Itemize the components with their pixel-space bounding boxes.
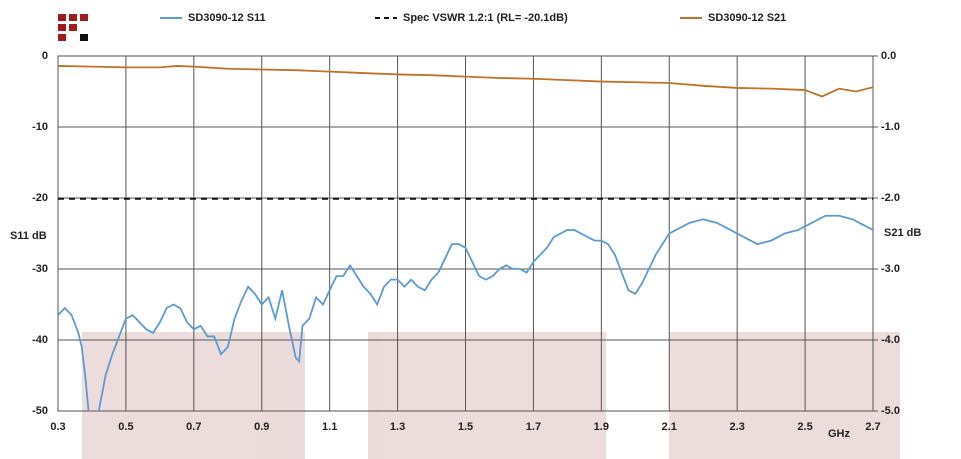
- y-tick-label: -20: [32, 192, 48, 204]
- band: [669, 332, 900, 459]
- y2-tick-label: -1.0: [881, 121, 900, 133]
- x-tick-label: 2.5: [797, 421, 812, 433]
- x-axis-label: GHz: [828, 428, 851, 440]
- series-line: [58, 214, 873, 411]
- band-shading: [82, 332, 900, 459]
- y-axis-label: S11 dB: [10, 230, 47, 242]
- x-tick-label: 1.7: [526, 421, 541, 433]
- legend-label: Spec VSWR 1.2:1 (RL= -20.1dB): [403, 12, 568, 24]
- x-tick-label: 0.3: [50, 421, 65, 433]
- y-tick-label: 0: [42, 50, 48, 62]
- legend-label: SD3090-12 S21: [708, 12, 786, 24]
- x-tick-label: 1.9: [594, 421, 609, 433]
- logo: [58, 14, 88, 41]
- x-tick-label: 1.5: [458, 421, 473, 433]
- x-tick-label: 1.1: [322, 421, 337, 433]
- y2-tick-label: -3.0: [881, 263, 900, 275]
- y-tick-label: -30: [32, 263, 48, 275]
- legend-label: SD3090-12 S11: [188, 12, 266, 24]
- x-tick-label: 2.1: [662, 421, 677, 433]
- x-tick-label: 2.3: [730, 421, 745, 433]
- x-tick-label: 0.9: [254, 421, 269, 433]
- x-tick-label: 1.3: [390, 421, 405, 433]
- y2-tick-label: -2.0: [881, 192, 900, 204]
- y2-tick-label: -5.0: [881, 405, 900, 417]
- x-tick-label: 0.7: [186, 421, 201, 433]
- plot-frame: [57, 55, 874, 412]
- x-tick-label: 0.5: [118, 421, 133, 433]
- series-group: [58, 65, 873, 411]
- y2-axis-label: S21 dB: [884, 227, 921, 239]
- y2-tick-label: 0.0: [881, 50, 896, 62]
- y-tick-label: -10: [32, 121, 48, 133]
- y-tick-label: -40: [32, 334, 48, 346]
- y-tick-label: -50: [32, 405, 48, 417]
- band: [368, 332, 606, 459]
- y2-tick-label: -4.0: [881, 334, 900, 346]
- series-line: [58, 65, 873, 98]
- x-tick-label: 2.7: [865, 421, 880, 433]
